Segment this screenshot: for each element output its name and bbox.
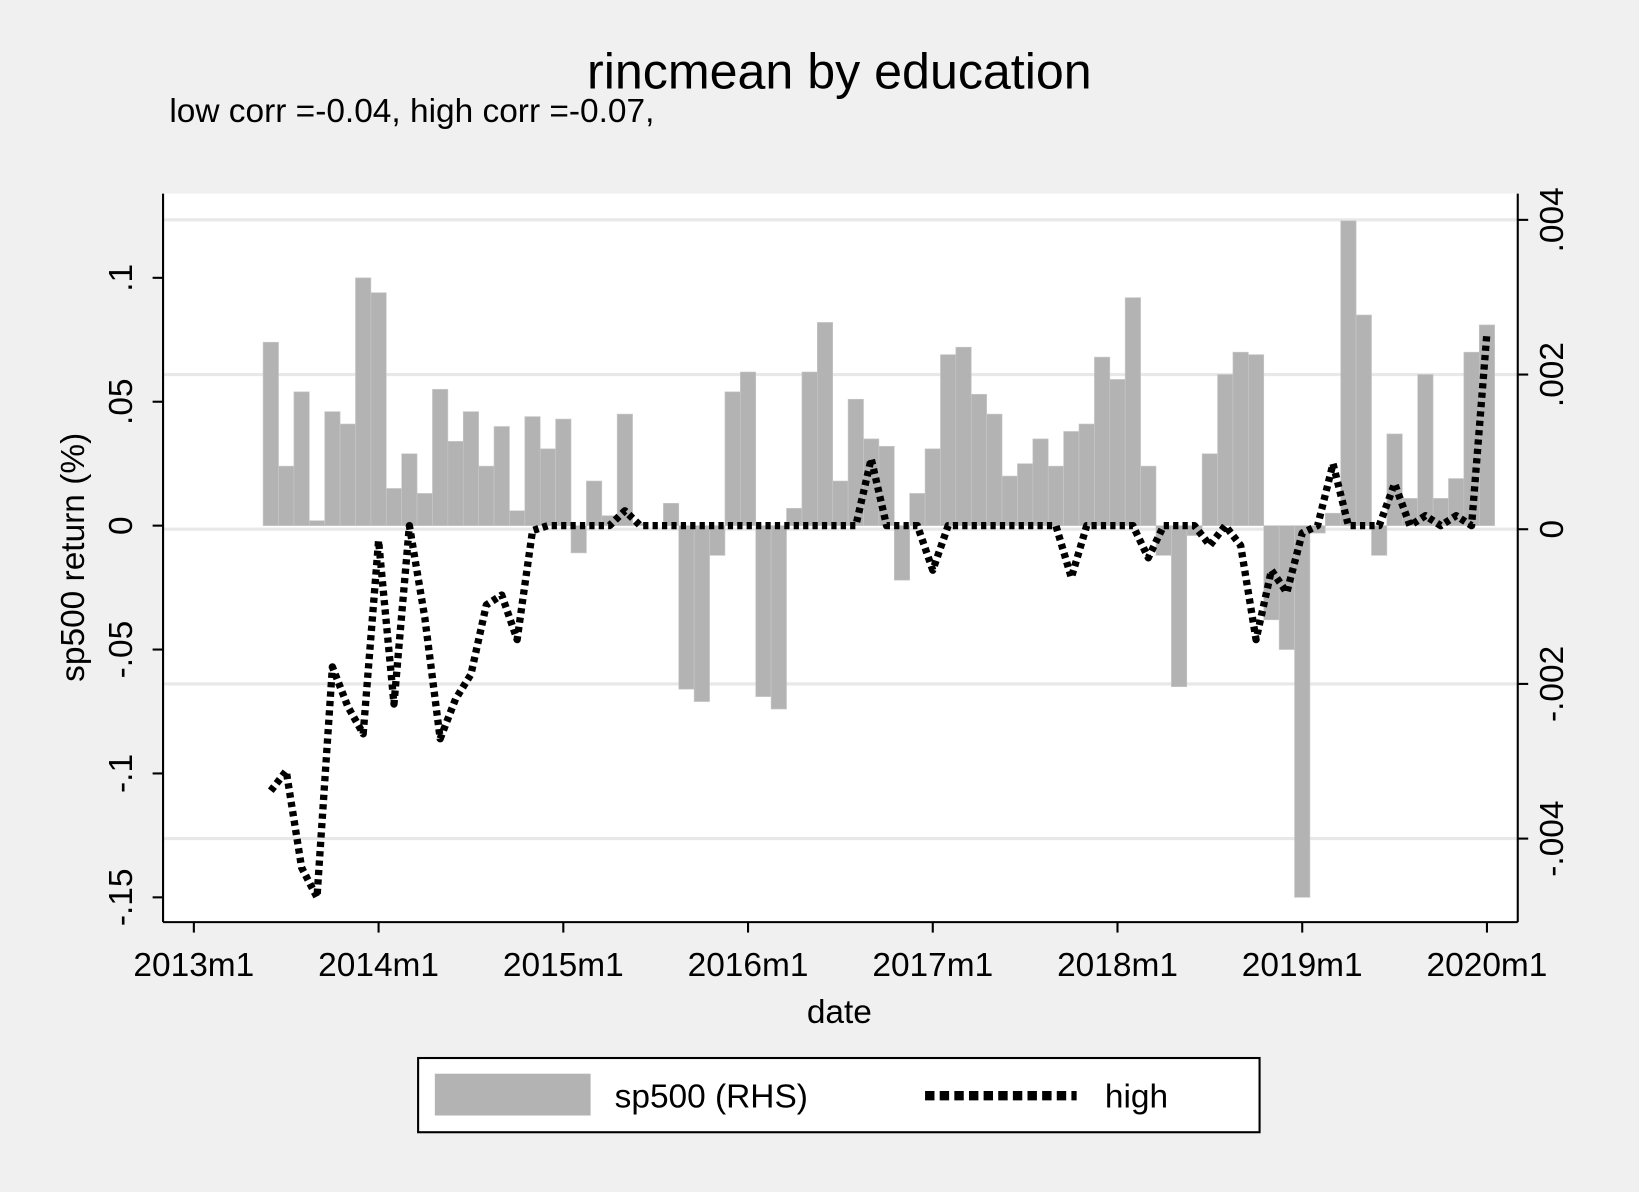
y2-tick-label: 0 bbox=[1534, 520, 1571, 539]
legend-label: sp500 (RHS) bbox=[615, 1079, 808, 1116]
bar bbox=[262, 341, 279, 526]
y-tick-label: -.1 bbox=[103, 754, 140, 793]
bar bbox=[1124, 297, 1141, 526]
y-tick-label: .1 bbox=[103, 264, 140, 292]
bar bbox=[817, 322, 834, 526]
bar bbox=[1140, 465, 1157, 526]
bar bbox=[1340, 220, 1357, 526]
bar bbox=[447, 441, 464, 526]
bar bbox=[1017, 463, 1034, 526]
bar bbox=[570, 525, 587, 554]
y-tick-label: -.15 bbox=[103, 869, 140, 927]
x-tick-label: 2019m1 bbox=[1242, 947, 1363, 984]
x-tick-label: 2018m1 bbox=[1057, 947, 1178, 984]
bar bbox=[663, 503, 680, 526]
bar bbox=[693, 525, 710, 702]
x-axis-title: date bbox=[807, 994, 872, 1031]
bar bbox=[1001, 475, 1018, 526]
bar bbox=[986, 413, 1003, 526]
bar bbox=[1078, 423, 1095, 526]
bar bbox=[1094, 356, 1111, 526]
legend-label: high bbox=[1105, 1079, 1168, 1116]
bar bbox=[1171, 525, 1188, 688]
bar bbox=[524, 416, 541, 526]
bar bbox=[370, 292, 387, 526]
x-tick-label: 2013m1 bbox=[133, 947, 254, 984]
bar bbox=[586, 480, 603, 526]
bar bbox=[1217, 374, 1234, 526]
bar bbox=[432, 389, 449, 526]
bar bbox=[293, 391, 310, 526]
x-tick-label: 2020m1 bbox=[1427, 947, 1548, 984]
bar bbox=[1109, 379, 1126, 526]
bar bbox=[1371, 525, 1388, 556]
bar bbox=[355, 277, 372, 526]
bar bbox=[1047, 465, 1064, 526]
bar bbox=[801, 371, 818, 526]
bar bbox=[555, 418, 572, 526]
y-tick-label: -.05 bbox=[103, 621, 140, 679]
chart-title: rincmean by education bbox=[587, 44, 1092, 100]
bar bbox=[493, 426, 510, 526]
bar bbox=[308, 520, 326, 526]
bar bbox=[339, 423, 356, 526]
bar bbox=[1417, 374, 1434, 526]
bar bbox=[478, 465, 495, 526]
y-axis-title: sp500 return (%) bbox=[55, 433, 92, 682]
bar bbox=[740, 371, 757, 526]
y-tick-label: 0 bbox=[103, 516, 140, 535]
bar bbox=[462, 411, 479, 526]
bar bbox=[324, 411, 341, 526]
bar bbox=[1248, 354, 1265, 526]
bar bbox=[755, 525, 772, 697]
legend-swatch bbox=[434, 1073, 591, 1116]
x-tick-label: 2017m1 bbox=[872, 947, 993, 984]
x-tick-label: 2014m1 bbox=[318, 947, 439, 984]
bar bbox=[616, 413, 633, 526]
bar bbox=[724, 391, 741, 526]
bar bbox=[509, 510, 526, 526]
bar bbox=[1063, 431, 1080, 526]
bar bbox=[832, 480, 849, 526]
bar bbox=[709, 525, 726, 556]
y2-tick-label: .004 bbox=[1534, 187, 1571, 252]
bar bbox=[1032, 438, 1049, 526]
bar bbox=[878, 446, 895, 526]
y2-tick-label: .002 bbox=[1534, 342, 1571, 407]
y-tick-label: .05 bbox=[103, 378, 140, 424]
bar bbox=[385, 488, 402, 526]
bar bbox=[924, 448, 941, 526]
bar bbox=[1232, 351, 1249, 526]
bar bbox=[1386, 433, 1403, 526]
line bbox=[267, 332, 1491, 902]
x-tick-label: 2016m1 bbox=[688, 947, 809, 984]
bar bbox=[678, 525, 695, 690]
bar bbox=[416, 493, 433, 526]
bar bbox=[401, 453, 418, 526]
bar bbox=[1325, 512, 1342, 526]
bar bbox=[539, 448, 556, 526]
bar bbox=[955, 346, 972, 526]
chart-subtitle: low corr =-0.04, high corr =-0.07, bbox=[169, 93, 654, 130]
bar bbox=[770, 525, 787, 710]
bar bbox=[278, 465, 295, 526]
bar bbox=[940, 354, 957, 526]
bar bbox=[893, 525, 910, 581]
bar bbox=[1294, 525, 1311, 898]
y2-tick-label: -.004 bbox=[1534, 800, 1571, 876]
bar bbox=[1201, 453, 1218, 526]
y2-tick-label: -.002 bbox=[1534, 646, 1571, 722]
bar bbox=[847, 398, 864, 526]
bar bbox=[1355, 314, 1372, 526]
x-tick-label: 2015m1 bbox=[503, 947, 624, 984]
bar bbox=[909, 493, 926, 526]
bar bbox=[970, 393, 987, 526]
